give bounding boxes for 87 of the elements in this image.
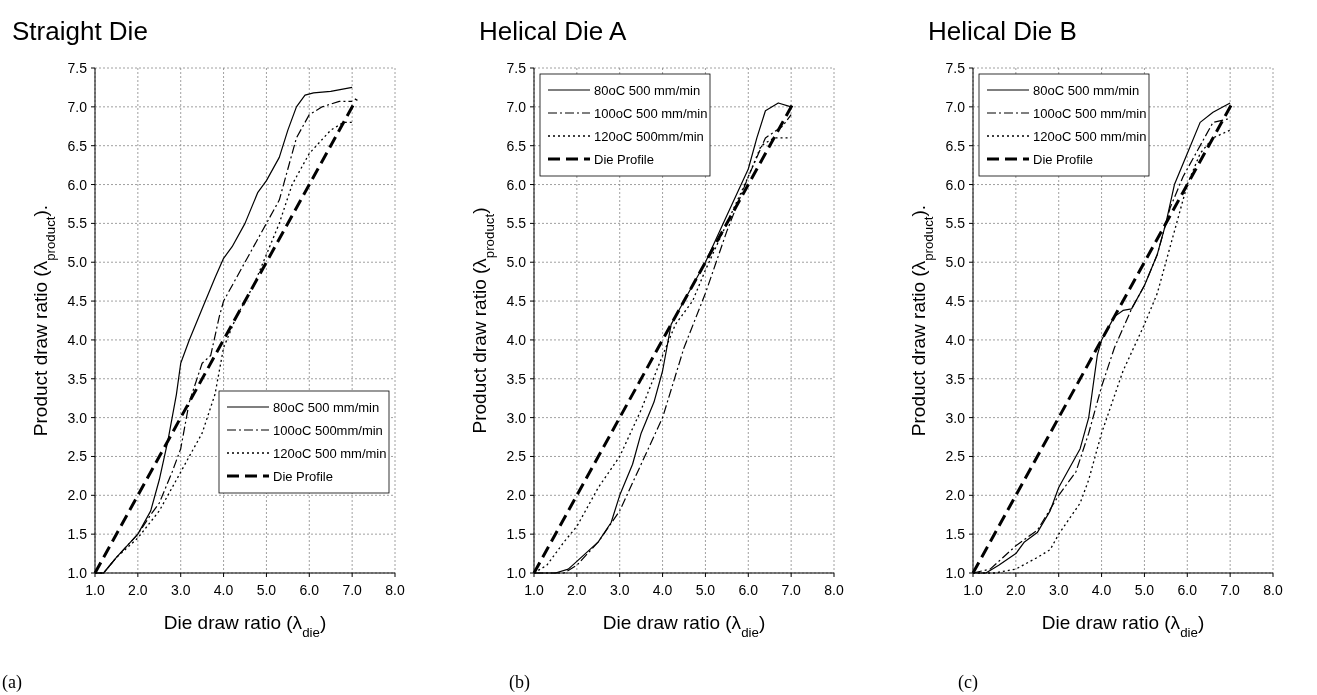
- x-tick-label: 7.0: [781, 582, 802, 598]
- y-tick-label: 4.0: [945, 331, 966, 348]
- x-axis-title: Die draw ratio (λ$_{die}$): [163, 612, 327, 640]
- x-tick-label: 6.0: [1177, 582, 1198, 598]
- x-tick-label: 3.0: [609, 582, 630, 598]
- x-tick-label: 4.0: [652, 582, 673, 598]
- x-tick-label: 1.0: [963, 582, 983, 598]
- y-tick-label: 6.5: [506, 137, 527, 154]
- y-tick-label: 2.0: [67, 487, 88, 504]
- x-tick-label: 7.0: [1220, 582, 1241, 598]
- y-tick-label: 2.5: [945, 448, 966, 465]
- x-tick-label: 5.0: [256, 582, 277, 598]
- chart-title: Helical Die A: [479, 16, 628, 46]
- x-axis-title: Die draw ratio (λ$_{die}$): [1041, 612, 1205, 640]
- y-tick-label: 1.0: [67, 565, 88, 581]
- x-tick-label: 2.0: [128, 582, 148, 598]
- legend-label: Die Profile: [1033, 152, 1093, 167]
- x-tick-label: 5.0: [1134, 582, 1155, 598]
- legend-label: 80oC 500 mm/min: [1033, 83, 1140, 98]
- x-tick-label: 1.0: [524, 582, 544, 598]
- y-tick-label: 1.5: [506, 526, 527, 543]
- chart-title: Helical Die B: [928, 16, 1077, 46]
- x-tick-label: 4.0: [1091, 582, 1112, 598]
- y-tick-label: 4.5: [945, 293, 966, 310]
- legend-label: Die Profile: [594, 152, 654, 167]
- y-tick-label: 3.0: [67, 409, 88, 426]
- x-tick-label: 2.0: [567, 582, 587, 598]
- x-tick-label: 6.0: [299, 582, 320, 598]
- y-tick-label: 7.5: [67, 60, 88, 76]
- x-tick-label: 7.0: [342, 582, 363, 598]
- y-tick-label: 5.0: [67, 254, 88, 271]
- y-tick-label: 3.5: [506, 370, 527, 387]
- y-tick-label: 7.0: [67, 98, 88, 115]
- y-tick-label: 1.0: [945, 565, 966, 581]
- y-tick-label: 4.0: [67, 331, 88, 348]
- legend-label: 100oC 500 mm/min: [594, 106, 708, 121]
- x-tick-label: 2.0: [1006, 582, 1026, 598]
- x-tick-label: 8.0: [1263, 582, 1283, 598]
- y-tick-label: 6.5: [67, 137, 88, 154]
- y-tick-label: 4.5: [506, 293, 527, 310]
- y-tick-label: 3.0: [506, 409, 527, 426]
- y-tick-label: 4.5: [67, 293, 88, 310]
- x-tick-label: 8.0: [385, 582, 405, 598]
- y-tick-label: 1.5: [67, 526, 88, 543]
- y-tick-label: 7.5: [506, 60, 527, 76]
- x-tick-label: 4.0: [213, 582, 234, 598]
- x-tick-label: 3.0: [170, 582, 191, 598]
- y-tick-label: 3.5: [67, 370, 88, 387]
- x-axis-title: Die draw ratio (λ$_{die}$): [602, 612, 766, 640]
- text: (c): [958, 672, 978, 693]
- legend-label: 120oC 500mm/min: [594, 129, 704, 144]
- x-tick-label: 3.0: [1048, 582, 1069, 598]
- y-tick-label: 4.0: [506, 331, 527, 348]
- text: (a): [2, 672, 22, 693]
- legend-label: 100oC 500 mm/min: [1033, 106, 1147, 121]
- x-tick-label: 1.0: [85, 582, 105, 598]
- legend-label: 100oC 500mm/min: [273, 423, 383, 438]
- y-tick-label: 5.0: [506, 254, 527, 271]
- y-tick-label: 7.0: [506, 98, 527, 115]
- y-tick-label: 5.0: [945, 254, 966, 271]
- y-tick-label: 5.5: [67, 215, 88, 232]
- y-tick-label: 6.5: [945, 137, 966, 154]
- y-tick-label: 1.0: [506, 565, 527, 581]
- y-tick-label: 2.0: [945, 487, 966, 504]
- legend-label: Die Profile: [273, 469, 333, 484]
- y-tick-label: 6.0: [67, 176, 88, 193]
- y-tick-label: 1.5: [945, 526, 966, 543]
- legend-label: 80oC 500 mm/min: [594, 83, 701, 98]
- y-tick-label: 3.5: [945, 370, 966, 387]
- x-tick-label: 5.0: [695, 582, 716, 598]
- y-tick-label: 2.5: [506, 448, 527, 465]
- legend-label: 80oC 500 mm/min: [273, 400, 380, 415]
- chart-title: Straight Die: [12, 16, 148, 46]
- x-tick-label: 6.0: [738, 582, 759, 598]
- y-tick-label: 7.5: [945, 60, 966, 76]
- x-tick-label: 8.0: [824, 582, 844, 598]
- y-tick-label: 6.0: [506, 176, 527, 193]
- y-tick-label: 5.5: [506, 215, 527, 232]
- y-tick-label: 5.5: [945, 215, 966, 232]
- y-tick-label: 6.0: [945, 176, 966, 193]
- y-tick-label: 2.0: [506, 487, 527, 504]
- y-tick-label: 7.0: [945, 98, 966, 115]
- legend-label: 120oC 500 mm/min: [1033, 129, 1147, 144]
- legend-label: 120oC 500 mm/min: [273, 446, 387, 461]
- y-tick-label: 2.5: [67, 448, 88, 465]
- text: (b): [509, 672, 530, 693]
- y-tick-label: 3.0: [945, 409, 966, 426]
